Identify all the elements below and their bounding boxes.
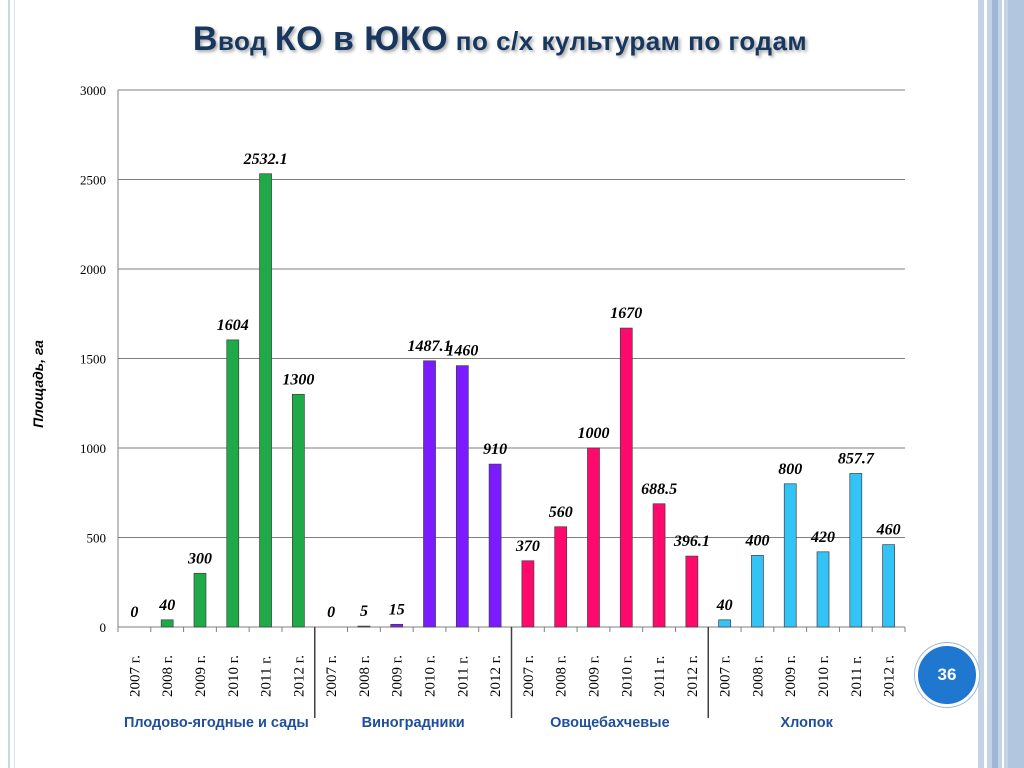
data-label: 460 [876, 522, 901, 539]
bar [521, 560, 535, 628]
x-tick-label: 2007 г. [521, 655, 537, 697]
bar [292, 393, 305, 628]
group-label: Плодово-ягодные и сады [124, 715, 309, 731]
x-tick-label: 2012 г. [685, 655, 701, 697]
x-tick-label: 2008 г. [357, 655, 373, 697]
bar [587, 447, 600, 628]
x-tick-label: 2011 г. [259, 656, 275, 697]
bar [882, 544, 895, 628]
bar [783, 483, 797, 628]
x-tick-label: 2008 г. [160, 655, 176, 697]
x-tick-label: 2012 г. [488, 655, 504, 697]
data-label: 1604 [217, 317, 249, 334]
x-tick-label: 2011 г. [849, 656, 865, 697]
bar [357, 625, 371, 628]
x-tick-label: 2011 г. [652, 656, 668, 697]
data-label: 370 [515, 538, 540, 555]
x-tick-label: 2009 г. [390, 655, 406, 697]
bar [423, 360, 436, 628]
bar [226, 339, 240, 628]
data-label: 800 [778, 461, 802, 478]
bar [652, 503, 666, 628]
y-tick-label: 1000 [80, 441, 106, 456]
bar [455, 365, 469, 628]
x-tick-label: 2008 г. [554, 655, 570, 697]
data-label: 15 [389, 601, 405, 618]
x-tick-label: 2010 г. [226, 655, 242, 697]
data-label: 0 [327, 604, 335, 621]
group-label: Виноградники [362, 715, 465, 731]
page-title: Ввод КО в ЮКО по с/х культурам по годам [192, 20, 808, 58]
bar [619, 327, 633, 628]
bar [751, 555, 764, 628]
x-tick-label: 2007 г. [127, 655, 143, 697]
x-tick-label: 2009 г. [586, 655, 602, 697]
y-tick-label: 0 [100, 620, 107, 635]
x-tick-label: 2009 г. [783, 655, 799, 697]
data-label: 40 [716, 597, 733, 614]
bar [390, 623, 404, 628]
data-label: 560 [549, 504, 573, 521]
bar [816, 551, 830, 628]
x-tick-label: 2010 г. [816, 655, 832, 697]
data-label: 420 [810, 529, 835, 546]
data-label: 40 [158, 597, 175, 614]
data-label: 2532.1 [243, 151, 288, 168]
x-tick-label: 2010 г. [423, 655, 439, 697]
data-label: 400 [744, 532, 769, 549]
y-tick-label: 2500 [80, 173, 106, 188]
bar [554, 526, 568, 628]
y-tick-label: 3000 [80, 83, 106, 98]
x-tick-label: 2012 г. [291, 655, 307, 697]
data-label: 1460 [446, 343, 478, 360]
data-label: 300 [187, 550, 212, 567]
data-label: 1000 [577, 425, 609, 442]
data-label: 910 [483, 441, 507, 458]
group-label: Овощебахчевые [550, 715, 670, 731]
bar [488, 463, 502, 628]
bar [718, 619, 731, 628]
data-label: 396.1 [673, 533, 710, 550]
x-tick-label: 2011 г. [455, 656, 471, 697]
data-label: 1487.1 [408, 338, 452, 355]
bar [685, 555, 699, 628]
x-tick-label: 2008 г. [750, 655, 766, 697]
x-tick-label: 2012 г. [882, 655, 898, 697]
bar [259, 173, 272, 628]
data-label: 1670 [610, 305, 642, 322]
bar [849, 473, 863, 628]
bar [160, 619, 174, 628]
data-label: 1300 [282, 371, 314, 388]
y-tick-label: 500 [87, 531, 107, 546]
x-tick-label: 2007 г. [718, 655, 734, 697]
bar [193, 572, 207, 628]
group-label: Хлопок [780, 715, 833, 731]
x-tick-label: 2010 г. [619, 655, 635, 697]
data-label: 688.5 [641, 481, 677, 498]
y-tick-label: 2000 [80, 262, 106, 277]
data-label: 857.7 [838, 450, 875, 467]
x-tick-label: 2007 г. [324, 655, 340, 697]
data-label: 5 [360, 603, 368, 620]
data-label: 0 [130, 604, 138, 621]
page-number-badge: 36 [915, 643, 979, 707]
x-tick-label: 2009 г. [193, 655, 209, 697]
y-tick-label: 1500 [80, 352, 106, 367]
